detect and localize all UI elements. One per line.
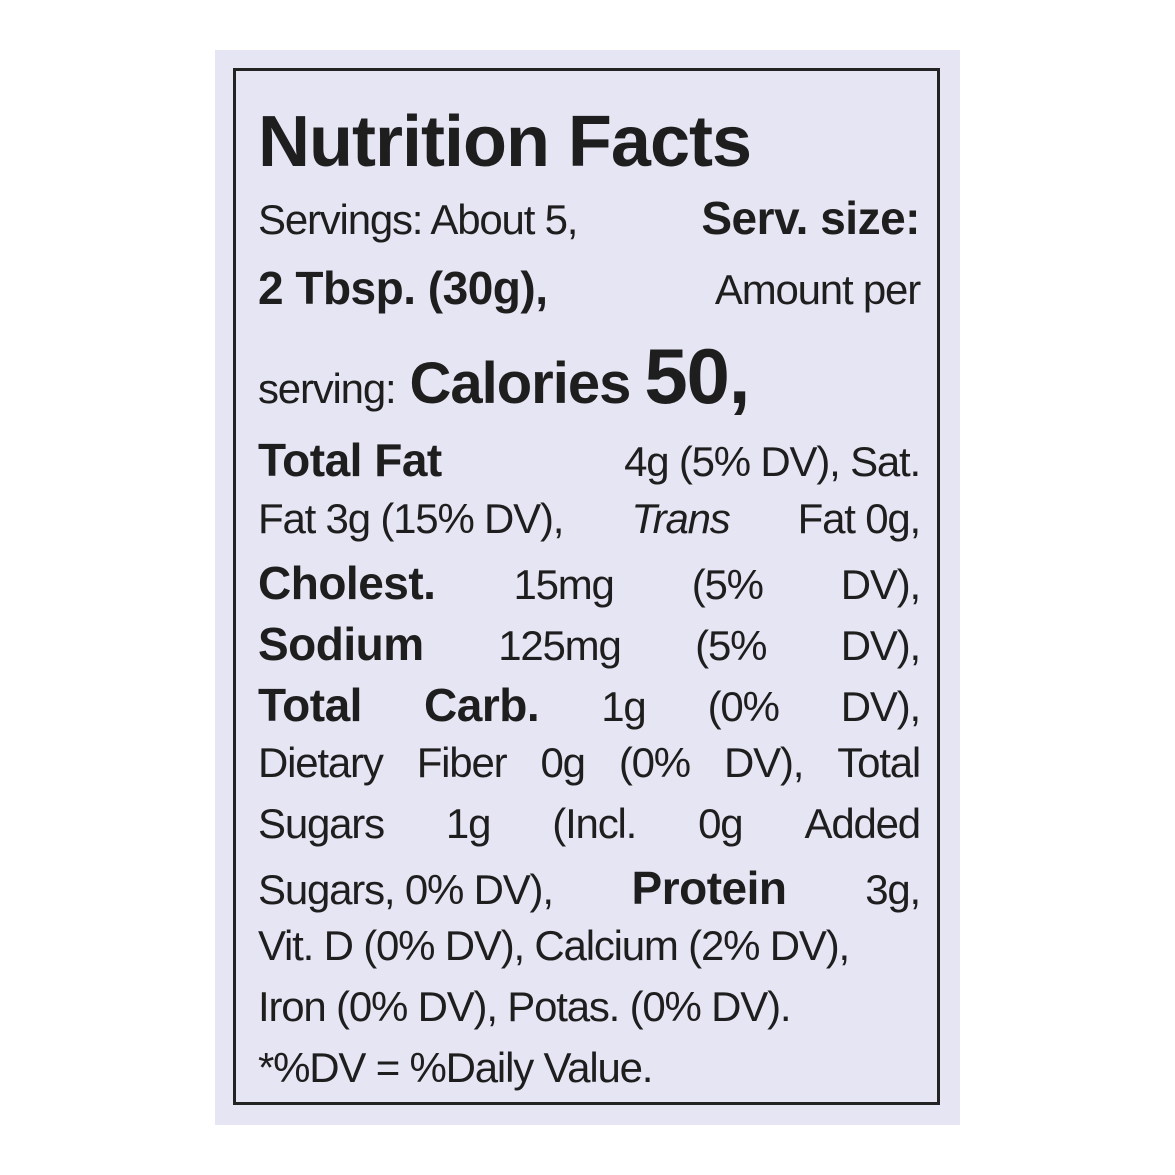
text: DV),: [840, 683, 921, 730]
line: 2 Tbsp. (30g), Amount per: [258, 261, 921, 315]
text: Sugars: [258, 800, 385, 847]
text: 3g,: [865, 866, 921, 913]
text: Sodium: [258, 618, 424, 670]
line: Dietary Fiber 0g (0% DV), Total: [258, 739, 921, 787]
text: Calories: [409, 351, 631, 416]
text: 125mg: [498, 622, 622, 669]
text: 2 Tbsp. (30g),: [258, 262, 548, 314]
text: DV),: [840, 561, 921, 608]
text: 4g (5% DV), Sat.: [624, 438, 921, 485]
text: Cholest.: [258, 557, 436, 609]
text: (0%: [707, 683, 780, 730]
line: *%DV = %Daily Value.: [258, 1044, 920, 1092]
text: Fiber: [416, 739, 508, 786]
text: Fat 3g (15% DV),: [258, 495, 564, 542]
text: 0g: [698, 800, 744, 847]
text: (5%: [691, 561, 764, 608]
text: Protein: [631, 862, 787, 914]
text: 50,: [644, 332, 750, 420]
text: 15mg: [513, 561, 614, 608]
text: Amount per: [714, 266, 921, 313]
text: Total Fat: [258, 434, 442, 486]
text: 1g: [601, 683, 647, 730]
title: Nutrition Facts: [258, 102, 752, 182]
line: Cholest. 15mg (5% DV),: [258, 556, 921, 610]
text: 0g: [540, 739, 586, 786]
line: Total Carb. 1g (0% DV),: [258, 678, 921, 732]
line: Fat 3g (15% DV), Trans Fat 0g,: [258, 495, 922, 543]
label-frame: Nutrition Facts Servings: About 5, Serv.…: [233, 68, 940, 1105]
text: Trans: [631, 495, 730, 542]
text: (Incl.: [552, 800, 637, 847]
text: Added: [804, 800, 922, 847]
text: Iron (0% DV), Potas. (0% DV).: [258, 983, 792, 1030]
line: Sugars 1g (Incl. 0g Added: [258, 800, 922, 848]
line: Vit. D (0% DV), Calcium (2% DV),: [258, 922, 920, 970]
text: (5%: [695, 622, 767, 669]
line: serving: Calories 50,: [258, 331, 920, 422]
text: Carb.: [424, 679, 540, 731]
text: serving:: [258, 365, 397, 412]
line: Sodium 125mg (5% DV),: [258, 617, 921, 671]
text: Servings: About 5,: [258, 196, 578, 243]
text: Serv. size:: [701, 192, 920, 244]
text: DV),: [840, 622, 921, 669]
text: Dietary: [258, 739, 384, 786]
text: Fat 0g,: [797, 495, 922, 542]
text: Total: [258, 679, 362, 731]
text: *%DV = %Daily Value.: [258, 1044, 653, 1091]
text: Vit. D (0% DV), Calcium (2% DV),: [258, 922, 850, 969]
line: Iron (0% DV), Potas. (0% DV).: [258, 983, 920, 1031]
label-panel: Nutrition Facts Servings: About 5, Serv.…: [215, 50, 960, 1125]
text: DV),: [724, 739, 804, 786]
line: Sugars, 0% DV), Protein 3g,: [258, 861, 921, 915]
text: 1g: [445, 800, 492, 847]
line: Servings: About 5, Serv. size:: [258, 191, 920, 245]
text: Sugars, 0% DV),: [258, 866, 554, 913]
text: Total: [837, 739, 921, 786]
text: (0%: [618, 739, 691, 786]
line: Total Fat 4g (5% DV), Sat.: [258, 433, 921, 487]
